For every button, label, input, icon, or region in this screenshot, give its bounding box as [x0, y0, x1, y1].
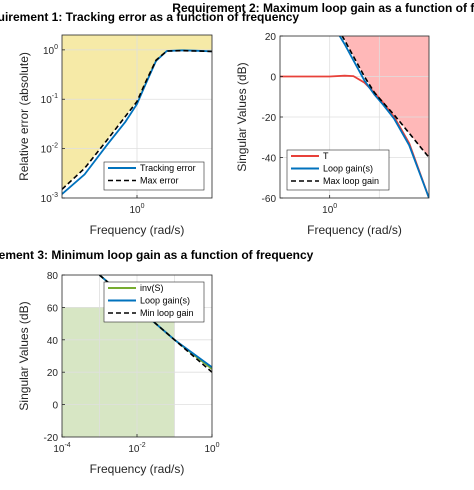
legend-entry: Max loop gain	[323, 176, 379, 186]
tick-exponent: -3	[52, 192, 58, 199]
y-tick-label: 0	[52, 401, 58, 412]
y-tick-label: -40	[262, 154, 277, 165]
tick-exponent: -1	[52, 93, 58, 100]
forbidden-gain-region	[333, 36, 429, 158]
legend-entry: inv(S)	[140, 283, 164, 293]
tick-base: 10	[41, 95, 53, 106]
series-line-t	[280, 74, 429, 198]
tick-exponent: 0	[54, 44, 58, 51]
chart-title: Requirement 2: Maximum loop gain as a fu…	[172, 1, 474, 15]
tick-base: 10	[41, 145, 53, 156]
tick-exponent: -4	[64, 442, 70, 449]
chart-title: Requirement 3: Minimum loop gain as a fu…	[0, 248, 314, 262]
tick-exponent: -2	[52, 143, 58, 150]
x-tick-label: 100	[204, 442, 219, 455]
plot-content	[62, 35, 212, 198]
x-axis-label: Frequency (rad/s)	[307, 223, 402, 237]
allowed-error-region	[62, 35, 212, 190]
y-tick-label: 0	[270, 73, 276, 84]
x-axis-label: Frequency (rad/s)	[90, 462, 185, 476]
series-line-loop-gain-s-	[338, 36, 429, 198]
y-tick-label: 60	[47, 303, 59, 314]
y-tick-label: 10-2	[41, 143, 58, 156]
tick-exponent: 0	[333, 203, 337, 210]
legend-entry: Min loop gain	[140, 308, 194, 318]
y-tick-label: -20	[44, 433, 59, 444]
tick-base: 10	[41, 194, 53, 205]
x-tick-label: 10-2	[128, 442, 145, 455]
legend: inv(S) Loop gain(s) Min loop gain	[103, 281, 205, 323]
y-tick-label: -60	[262, 194, 277, 205]
legend: T Loop gain(s) Max loop gain	[286, 149, 390, 191]
legend: Tracking error Max error	[103, 161, 205, 191]
y-tick-label: 20	[47, 368, 59, 379]
x-axis-label: Frequency (rad/s)	[90, 223, 185, 237]
y-tick-label: 100	[43, 44, 58, 57]
y-tick-label: 80	[47, 271, 59, 282]
legend-box	[103, 161, 205, 191]
y-tick-label: 40	[47, 336, 59, 347]
tick-base: 10	[128, 444, 140, 455]
legend-entry: Max error	[140, 176, 179, 186]
tick-base: 10	[53, 444, 65, 455]
tick-base: 10	[322, 205, 334, 216]
y-tick-label: 10-1	[41, 93, 58, 106]
tick-exponent: 0	[141, 203, 145, 210]
legend-entry: Tracking error	[140, 163, 196, 173]
y-tick-label: -20	[262, 113, 277, 124]
x-tick-label: 100	[129, 203, 144, 216]
x-tick-label: 100	[322, 203, 337, 216]
plot-content	[280, 36, 429, 198]
tick-exponent: 0	[216, 442, 220, 449]
series-line-max-error	[62, 49, 212, 190]
tick-exponent: -2	[139, 442, 145, 449]
y-axis-label: Relative error (absolute)	[17, 52, 31, 181]
tick-base: 10	[43, 46, 55, 57]
plot-content	[62, 275, 212, 437]
tick-base: 10	[129, 205, 141, 216]
y-axis-label: Singular Values (dB)	[235, 62, 249, 171]
legend-entry: Loop gain(s)	[323, 164, 373, 174]
y-tick-label: 10-3	[41, 192, 58, 205]
y-axis-label: Singular Values (dB)	[17, 301, 31, 410]
tick-base: 10	[204, 444, 216, 455]
series-line-max-loop-gain	[341, 36, 429, 159]
legend-entry: T	[323, 151, 329, 161]
legend-entry: Loop gain(s)	[140, 296, 190, 306]
x-tick-label: 10-4	[53, 442, 70, 455]
chart-title: Requirement 1: Tracking error as a funct…	[0, 10, 299, 24]
y-tick-label: 20	[265, 32, 277, 43]
